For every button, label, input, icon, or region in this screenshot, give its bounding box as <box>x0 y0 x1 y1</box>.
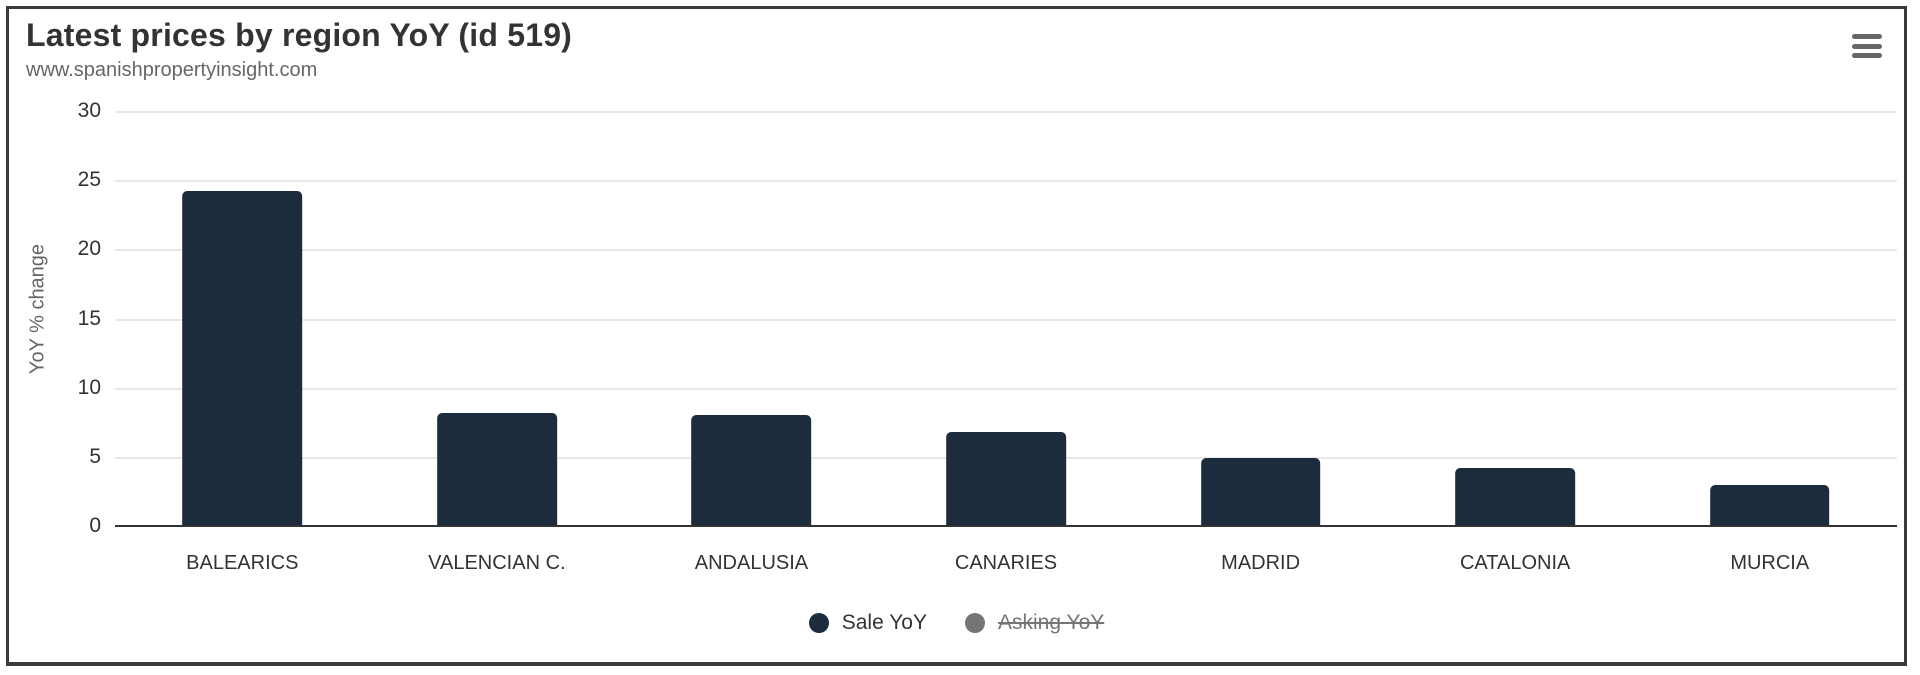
gridline <box>115 387 1897 390</box>
category-slot: CANARIES <box>879 111 1134 574</box>
category-slots: BALEARICS VALENCIAN C. ANDALUSIA CANARIES MA… <box>115 111 1897 574</box>
category-slot: BALEARICS <box>115 111 370 574</box>
category-slot: ANDALUSIA <box>624 111 879 574</box>
gridline <box>115 318 1897 321</box>
legend-marker-sale-yoy-icon <box>808 613 829 633</box>
gridline <box>115 111 1897 113</box>
x-axis-label: MADRID <box>1221 552 1301 574</box>
y-axis-tick-label: 5 <box>89 444 101 468</box>
category-slot: CATALONIA <box>1388 111 1643 574</box>
y-axis-tick-label: 25 <box>77 168 101 192</box>
export-menu-button[interactable] <box>1852 34 1882 58</box>
legend-item-asking-yoy[interactable]: Asking YoY <box>965 611 1104 635</box>
y-axis-tick-label: 10 <box>77 375 101 399</box>
x-axis-label: BALEARICS <box>186 552 299 574</box>
hamburger-bar <box>1852 34 1882 39</box>
bar-murcia[interactable] <box>1709 484 1830 526</box>
legend-label-asking-yoy: Asking YoY <box>998 611 1105 634</box>
bar-madrid[interactable] <box>1200 458 1321 526</box>
chart-subtitle: www.spanishpropertyinsight.com <box>26 59 318 81</box>
hamburger-bar <box>1852 43 1882 49</box>
chart-container: Latest prices by region YoY (id 519) www… <box>6 6 1907 666</box>
hamburger-menu-icon <box>1852 34 1882 58</box>
legend-item-sale-yoy[interactable]: Sale YoY <box>808 611 927 635</box>
y-axis-tick-label: 0 <box>89 514 101 537</box>
hamburger-bar <box>1852 53 1882 58</box>
x-axis-label: VALENCIAN C. <box>428 552 566 574</box>
bar-andalusia[interactable] <box>691 415 812 526</box>
plot-area: BALEARICS VALENCIAN C. ANDALUSIA CANARIES MA… <box>115 111 1897 574</box>
x-axis-line <box>115 525 1897 527</box>
category-slot: MADRID <box>1133 111 1388 574</box>
chart-title: Latest prices by region YoY (id 519) <box>26 17 573 53</box>
y-axis-tick-label: 20 <box>77 237 101 261</box>
x-axis-label: CANARIES <box>954 552 1058 574</box>
y-axis-tick-label: 15 <box>77 306 101 330</box>
category-slot: VALENCIAN C. <box>370 111 625 574</box>
x-axis-label: CATALONIA <box>1459 552 1571 574</box>
bar-canaries[interactable] <box>946 431 1066 526</box>
legend-marker-asking-yoy-icon <box>965 613 985 633</box>
gridline <box>115 180 1897 183</box>
legend: Sale YoY Asking YoY <box>9 611 1904 635</box>
bar-valencian-c[interactable] <box>437 412 557 526</box>
legend-label-sale-yoy: Sale YoY <box>841 611 927 634</box>
category-slot: MURCIA <box>1642 111 1897 574</box>
y-axis-labels: 0 5 10 15 20 25 30 <box>9 99 101 537</box>
gridline <box>115 249 1897 252</box>
bar-catalonia[interactable] <box>1455 467 1575 526</box>
y-axis-tick-label: 30 <box>77 99 101 122</box>
x-axis-label: ANDALUSIA <box>694 552 809 574</box>
x-axis-label: MURCIA <box>1730 552 1810 574</box>
bar-balearics[interactable] <box>182 191 303 526</box>
